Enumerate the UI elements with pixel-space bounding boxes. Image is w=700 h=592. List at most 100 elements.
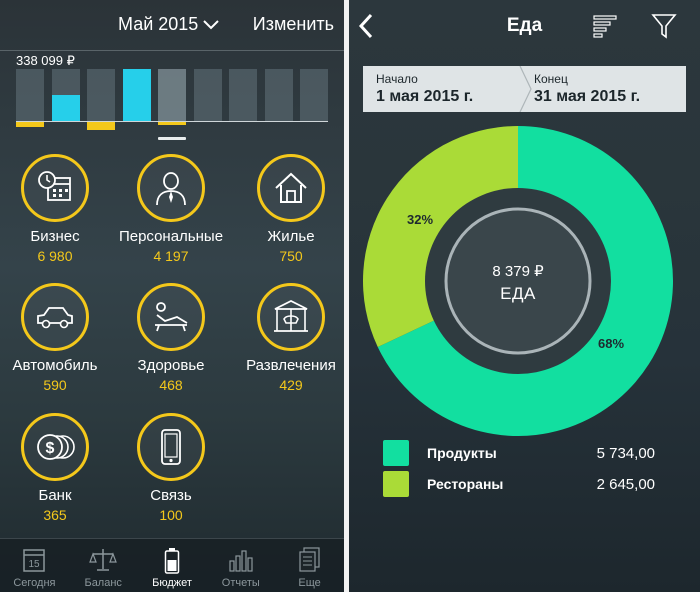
end-date[interactable]: Конец 31 мая 2015 г.: [521, 66, 686, 112]
chart-bar[interactable]: [122, 69, 151, 121]
lounger-icon: [137, 283, 205, 351]
category-5[interactable]: Здоровье 468: [111, 283, 231, 393]
total-amount: 338 099 ₽: [16, 53, 75, 68]
income-bar: [122, 69, 151, 121]
category-name: Связь: [150, 487, 192, 504]
category-value: 365: [43, 507, 67, 523]
category-6[interactable]: Развлечения 429: [231, 283, 344, 393]
donut-center-ring: [444, 207, 592, 355]
category-name: Жилье: [267, 228, 315, 245]
legend-item-restaurants[interactable]: Рестораны 2 645,00: [383, 471, 663, 497]
tab-label: Бюджет: [152, 577, 192, 589]
category-value: 100: [159, 507, 183, 523]
start-date[interactable]: Начало 1 мая 2015 г.: [363, 66, 521, 112]
legend-name: Рестораны: [427, 476, 504, 492]
category-name: Автомобиль: [12, 357, 98, 374]
category-value: 750: [279, 248, 303, 264]
legend-value: 2 645,00: [596, 476, 655, 493]
calendar-day: 15: [29, 559, 41, 570]
sort-icon[interactable]: [593, 14, 617, 38]
phone-icon: [137, 413, 205, 481]
category-name: Персональные: [118, 228, 224, 245]
documents-icon: [298, 547, 320, 572]
category-value: 4 197: [153, 248, 189, 264]
category-value: 590: [43, 377, 67, 393]
end-date-value: 31 мая 2015 г.: [534, 88, 641, 105]
legend-name: Продукты: [427, 445, 497, 461]
end-date-label: Конец: [534, 72, 568, 86]
back-chevron-icon[interactable]: [355, 12, 377, 40]
category-2[interactable]: Персональные 4 197: [111, 154, 231, 264]
month-selector[interactable]: Май 2015: [118, 14, 220, 35]
chevron-down-icon: [203, 19, 220, 29]
person-icon: [137, 154, 205, 222]
tab-budget[interactable]: Бюджет: [138, 539, 207, 592]
slice-label-products: 68%: [598, 336, 625, 351]
start-date-label: Начало: [376, 72, 418, 86]
expense-bar: [87, 122, 115, 130]
chart-bar[interactable]: [87, 69, 115, 121]
legend-swatch: [383, 471, 409, 497]
selected-month-indicator: [158, 137, 186, 140]
car-icon: [21, 283, 89, 351]
legend-value: 5 734,00: [596, 445, 655, 462]
screen-divider: [344, 0, 349, 592]
page-title: Еда: [506, 15, 543, 36]
chart-bar[interactable]: [264, 69, 293, 121]
tab-bar: 15 Сегодня Баланс Бюджет Отчеты Еще: [0, 538, 344, 592]
chart-bar[interactable]: [158, 69, 186, 121]
top-bar: Еда: [349, 0, 700, 54]
budget-screen: Май 2015 Изменить 338 099 ₽ Бизнес 6 980 П…: [0, 0, 344, 592]
calendar-clock-icon: [21, 154, 89, 222]
tab-label: Отчеты: [221, 577, 260, 589]
slice-label-restaurants: 32%: [407, 212, 434, 227]
chart-bar[interactable]: [193, 69, 222, 121]
scales-icon: [89, 549, 118, 571]
month-label: Май 2015: [118, 14, 199, 34]
category-name: Развлечения: [246, 357, 336, 374]
category-detail-screen: Еда Начало 1 мая 2015 г. Конец 31 мая 20…: [349, 0, 700, 592]
start-date-value: 1 мая 2015 г.: [376, 88, 474, 105]
month-chart[interactable]: [16, 69, 328, 141]
category-value: 429: [279, 377, 303, 393]
date-range: Начало 1 мая 2015 г. Конец 31 мая 2015 г…: [363, 66, 686, 112]
svg-text:$: $: [46, 440, 55, 457]
chart-bar[interactable]: [16, 69, 44, 121]
category-7[interactable]: $ Банк 365: [0, 413, 115, 523]
category-name: Здоровье: [137, 357, 205, 374]
edit-button[interactable]: Изменить: [252, 14, 334, 34]
category-8[interactable]: Связь 100: [111, 413, 231, 523]
category-value: 6 980: [37, 248, 73, 264]
tab-reports[interactable]: Отчеты: [206, 539, 275, 592]
tab-more[interactable]: Еще: [275, 539, 344, 592]
chart-bar[interactable]: [51, 69, 80, 121]
carousel-icon: [257, 283, 325, 351]
tab-label: Сегодня: [13, 577, 56, 589]
top-bar: Май 2015 Изменить: [0, 0, 344, 50]
chart-baseline: [16, 121, 328, 122]
coins-icon: $: [21, 413, 89, 481]
house-icon: [257, 154, 325, 222]
chart-bar[interactable]: [229, 69, 257, 121]
legend-item-products[interactable]: Продукты 5 734,00: [383, 440, 663, 466]
category-name: Банк: [38, 487, 72, 504]
battery-icon: [164, 548, 180, 574]
tab-today[interactable]: 15 Сегодня: [0, 539, 69, 592]
expense-bar: [16, 122, 44, 128]
tab-balance[interactable]: Баланс: [69, 539, 138, 592]
bars-chart-icon: [229, 550, 253, 572]
category-4[interactable]: Автомобиль 590: [0, 283, 115, 393]
category-3[interactable]: Жилье 750: [231, 154, 344, 264]
donut-chart[interactable]: [363, 126, 673, 436]
calendar-icon: 15: [23, 549, 46, 572]
category-1[interactable]: Бизнес 6 980: [0, 154, 115, 264]
chart-bar[interactable]: [300, 69, 328, 121]
filter-icon[interactable]: [651, 12, 677, 40]
category-value: 468: [159, 377, 183, 393]
tab-label: Баланс: [84, 577, 122, 589]
range-arrow-icon: [519, 66, 532, 112]
expense-bar: [158, 122, 186, 126]
income-bar: [51, 95, 80, 121]
tab-label: Еще: [298, 577, 321, 589]
category-name: Бизнес: [30, 228, 80, 245]
